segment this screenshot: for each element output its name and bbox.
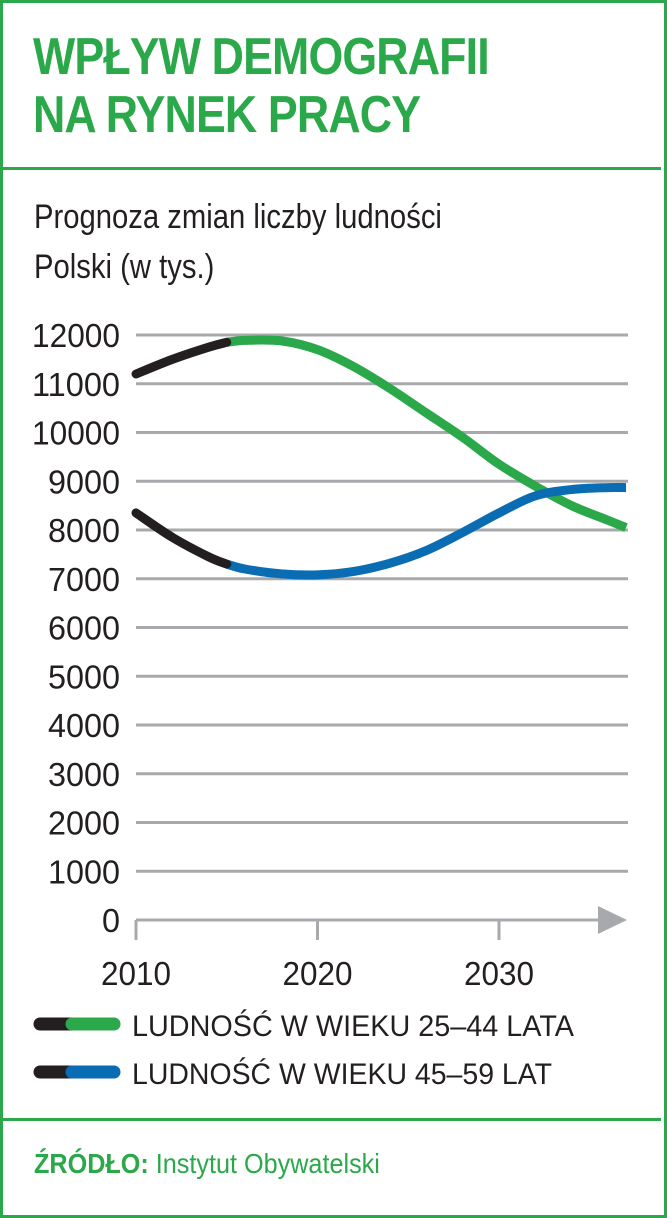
x-tick-label: 2010 <box>101 955 171 992</box>
legend-25-44-label: LUDNOŚĆ W WIEKU 25–44 LATA <box>132 1009 574 1043</box>
y-tick-label: 3000 <box>48 756 120 793</box>
grid-lines <box>136 333 628 873</box>
chart-subtitle: Prognoza zmian liczby ludności Polski (w… <box>34 192 481 292</box>
series-45-59-projection-line <box>225 482 627 580</box>
line-chart: 1200011000100009000800070006000500040003… <box>32 317 628 1091</box>
y-tick-label: 9000 <box>48 463 120 500</box>
x-axis <box>134 906 627 940</box>
y-tick-label: 8000 <box>48 512 120 549</box>
series-25-44-historical-line <box>131 337 232 379</box>
series-45-59-historical-line <box>131 508 232 569</box>
legend: LUDNOŚĆ W WIEKU 25–44 LATA LUDNOŚĆ W WIEK… <box>33 1009 574 1091</box>
y-tick-label: 5000 <box>48 658 120 695</box>
y-tick-label: 10000 <box>32 415 120 452</box>
y-tick-label: 6000 <box>48 610 120 647</box>
page-title: WPŁYW DEMOGRAFII NA RYNEK PRACY <box>33 28 490 144</box>
legend-45-59-label: LUDNOŚĆ W WIEKU 45–59 LAT <box>132 1057 552 1091</box>
y-axis-tick-labels: 1200011000100009000800070006000500040003… <box>32 317 120 939</box>
source-note: ŹRÓDŁO: Instytut Obywatelski <box>34 1148 380 1180</box>
x-tick-label: 2030 <box>464 955 534 992</box>
footer-box <box>0 1118 661 1215</box>
x-axis-arrow <box>598 906 627 934</box>
y-tick-label: 0 <box>102 902 120 939</box>
y-tick-label: 4000 <box>48 707 120 744</box>
title-line-1: WPŁYW DEMOGRAFII <box>33 28 490 86</box>
title-line-2: NA RYNEK PRACY <box>33 86 421 144</box>
x-tick-label: 2020 <box>283 955 353 992</box>
y-tick-label: 7000 <box>48 561 120 598</box>
y-tick-label: 11000 <box>32 366 120 403</box>
y-tick-label: 12000 <box>32 317 120 354</box>
y-tick-label: 2000 <box>48 805 120 842</box>
subtitle-line-2: Polski (w tys.) <box>34 248 215 286</box>
series-25-44-projection-line <box>226 335 628 532</box>
source-label: ŹRÓDŁO: <box>34 1148 149 1179</box>
source-text: Instytut Obywatelski <box>155 1148 380 1179</box>
y-tick-label: 1000 <box>48 853 120 890</box>
subtitle-line-1: Prognoza zmian liczby ludności <box>34 198 442 236</box>
series-lines <box>131 335 628 580</box>
x-axis-tick-labels: 2010 2020 2030 <box>101 955 534 992</box>
title-box: WPŁYW DEMOGRAFII NA RYNEK PRACY <box>0 0 661 170</box>
